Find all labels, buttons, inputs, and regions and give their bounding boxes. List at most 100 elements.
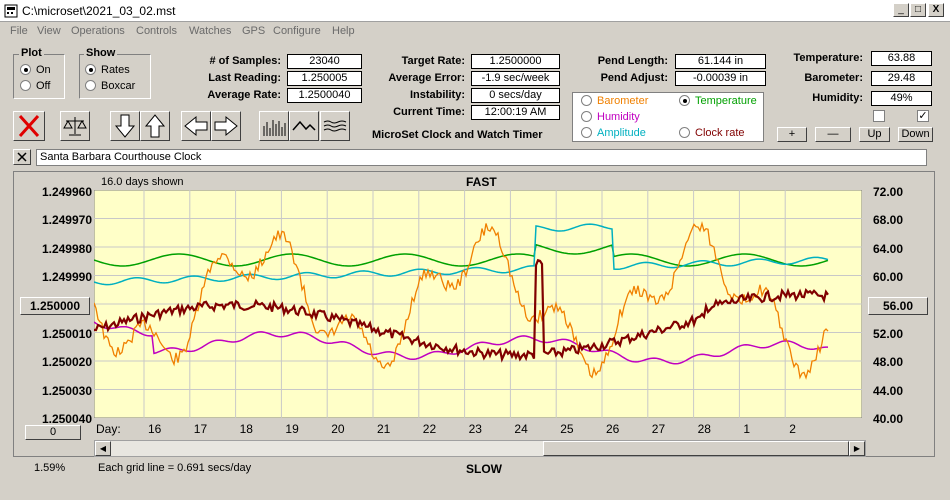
checkbox-2[interactable]: ✓ [917, 110, 929, 122]
clock-name-input[interactable]: Santa Barbara Courthouse Clock [36, 149, 927, 166]
menu-help[interactable]: Help [332, 25, 355, 37]
menu-controls[interactable]: Controls [136, 25, 177, 37]
up-arrow-button[interactable] [140, 111, 170, 141]
zero-button[interactable]: 0 [25, 425, 81, 440]
day-tick: 22 [422, 422, 437, 436]
average-error-label: Average Error: [388, 72, 465, 84]
menu-view[interactable]: View [37, 25, 61, 37]
last-reading-label: Last Reading: [208, 72, 281, 84]
target-rate-label: Target Rate: [401, 55, 465, 67]
up-button[interactable]: Up [859, 127, 890, 142]
close-icon [17, 152, 27, 162]
day-tick: 28 [697, 422, 711, 436]
bar-graph-icon [263, 120, 286, 136]
arrow-left-icon [184, 115, 208, 137]
arrow-right-icon [214, 115, 238, 137]
app-icon [4, 4, 18, 18]
center-temp-button[interactable]: 56.00 [868, 297, 928, 315]
right-tick: 44.00 [873, 384, 904, 398]
series-trace [94, 221, 829, 380]
day-tick: 27 [651, 422, 666, 436]
scroll-thumb[interactable] [543, 441, 849, 456]
day-tick: 23 [468, 422, 482, 436]
checkbox-1[interactable] [873, 110, 885, 122]
day-axis-label: Day: [96, 422, 121, 436]
legend-barometer[interactable]: Barometer [581, 95, 648, 107]
current-time-label: Current Time: [393, 106, 465, 118]
scroll-right-arrow-icon[interactable]: ▶ [849, 441, 865, 456]
barometer-label: Barometer: [804, 72, 863, 84]
legend-clockrate[interactable]: Clock rate [679, 127, 745, 139]
average-rate-value: 1.2500040 [287, 88, 362, 103]
day-tick: 26 [606, 422, 620, 436]
day-tick: 1 [743, 422, 751, 436]
pend-adjust-label: Pend Adjust: [600, 72, 668, 84]
horizontal-scrollbar[interactable]: ◀ ▶ [94, 440, 866, 457]
stop-button[interactable] [13, 111, 45, 141]
maximize-button[interactable]: □ [910, 3, 926, 17]
fast-label: FAST [466, 175, 497, 189]
plot-on-radio[interactable]: On [20, 64, 51, 76]
wave-icon [323, 120, 347, 132]
current-time-value: 12:00:19 AM [471, 105, 560, 120]
day-tick: 20 [331, 422, 345, 436]
show-boxcar-radio[interactable]: Boxcar [85, 80, 135, 92]
day-tick: 2 [789, 422, 796, 436]
day-tick: 24 [514, 422, 528, 436]
right-tick: 64.00 [873, 242, 904, 256]
pend-adjust-value: -0.00039 in [675, 71, 766, 86]
menu-watches[interactable]: Watches [189, 25, 232, 37]
legend-amplitude[interactable]: Amplitude [581, 127, 646, 139]
left-tick: 1.249970 [41, 213, 92, 227]
minimize-button[interactable]: _ [893, 3, 909, 17]
balance-button[interactable] [60, 111, 90, 141]
average-rate-label: Average Rate: [207, 89, 281, 101]
chart-plot [94, 190, 862, 418]
plus-button[interactable]: + [777, 127, 807, 142]
clear-name-button[interactable] [13, 149, 31, 165]
menu-configure[interactable]: Configure [273, 25, 321, 37]
day-tick: 16 [148, 422, 162, 436]
down-button[interactable]: Down [898, 127, 933, 142]
line-graph-icon [292, 120, 316, 131]
left-tick: 1.249960 [41, 185, 92, 199]
day-tick: 19 [285, 422, 299, 436]
humidity-label: Humidity: [812, 92, 863, 104]
legend-temperature[interactable]: Temperature [679, 95, 757, 107]
left-arrow-button[interactable] [181, 111, 211, 141]
show-group-label: Show [84, 47, 118, 59]
temperature-value: 63.88 [871, 51, 932, 66]
left-axis: 1.249960 1.249970 1.249980 1.249990 1.25… [16, 0, 92, 500]
wave-view-button[interactable] [320, 111, 350, 141]
app-name: MicroSet Clock and Watch Timer [372, 129, 543, 141]
bars-view-button[interactable] [259, 111, 289, 141]
close-button[interactable]: X [928, 3, 944, 17]
show-rates-radio[interactable]: Rates [85, 64, 130, 76]
graph-selector: Barometer Temperature Humidity Amplitude… [572, 92, 764, 142]
pend-length-value: 61.144 in [675, 54, 766, 69]
minus-button[interactable]: — [815, 127, 851, 142]
legend-humidity[interactable]: Humidity [581, 111, 640, 123]
right-arrow-button[interactable] [211, 111, 241, 141]
plot-off-radio[interactable]: Off [20, 80, 50, 92]
right-tick: 48.00 [873, 355, 904, 369]
samples-label: # of Samples: [209, 55, 281, 67]
menu-gps[interactable]: GPS [242, 25, 266, 37]
right-tick: 68.00 [873, 213, 904, 227]
right-tick: 60.00 [873, 270, 904, 284]
temperature-label: Temperature: [793, 52, 863, 64]
down-arrow-button[interactable] [110, 111, 140, 141]
right-tick: 52.00 [873, 327, 904, 341]
scroll-left-arrow-icon[interactable]: ◀ [95, 441, 111, 456]
menu-operations[interactable]: Operations [71, 25, 125, 37]
day-tick: 18 [239, 422, 253, 436]
left-tick: 1.249980 [41, 242, 92, 256]
title-bar: C:\microset\2021_03_02.mst _ □ X [0, 0, 950, 22]
menu-bar: File View Operations Controls Watches GP… [0, 23, 950, 41]
center-rate-button[interactable]: 1.250000 [20, 297, 90, 315]
day-tick: 21 [377, 422, 391, 436]
menu-file[interactable]: File [10, 25, 28, 37]
line-view-button[interactable] [289, 111, 319, 141]
scales-icon [63, 117, 87, 136]
left-tick: 1.250030 [41, 384, 92, 398]
